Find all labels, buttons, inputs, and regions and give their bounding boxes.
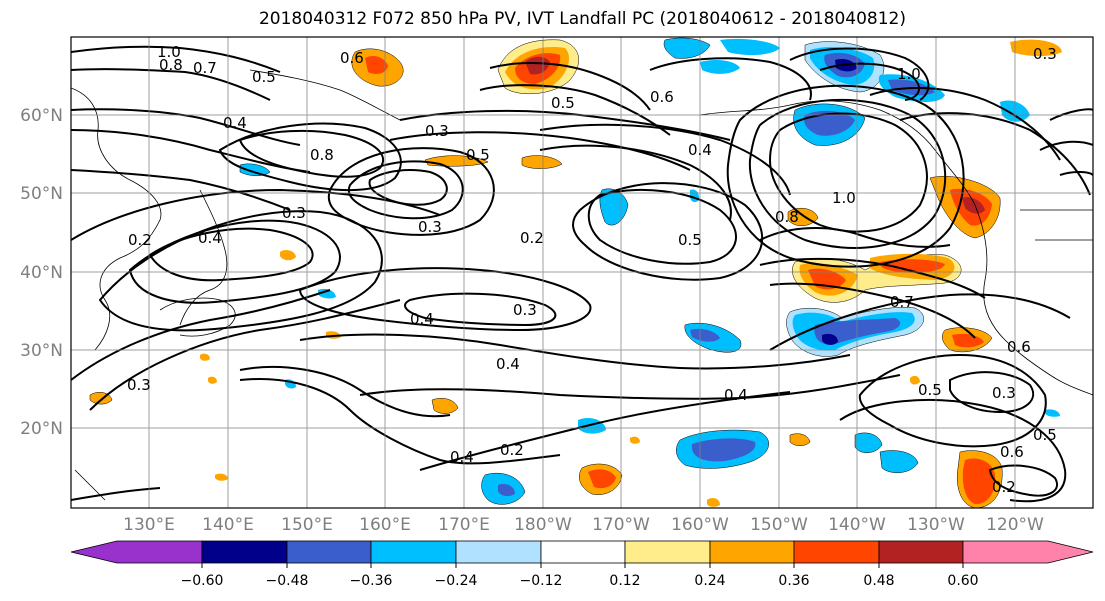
colorbar-segment: [709, 540, 795, 564]
lon-label-180w: 180°W: [514, 515, 572, 535]
contour-label: 0.4: [410, 310, 434, 328]
contour-label: 0.2: [500, 441, 524, 459]
contour-label: 1.0: [157, 43, 181, 61]
pv-contours: [71, 45, 1093, 503]
shaded-pv-field: [89, 37, 1062, 508]
colorbar-tick-label: 0.36: [778, 573, 809, 589]
map-panel: 1.0 0.8 0.7 0.6 0.5 0.4 0.3 0.2 0.5 0.6 …: [70, 36, 1094, 509]
lon-label-170w: 170°W: [592, 515, 650, 535]
contour-label: 0.2: [520, 229, 544, 247]
contour-label: 0.7: [890, 293, 914, 311]
colorbar-tick-label: 0.24: [694, 573, 725, 589]
lat-label-50n: 50°N: [20, 184, 63, 204]
contour-label: 0.5: [466, 146, 490, 164]
contour-label: 0.2: [128, 231, 152, 249]
contour-label: 0.4: [496, 355, 520, 373]
colorbar-tick-label: −0.36: [350, 573, 393, 589]
colorbar-segment: [286, 540, 372, 564]
colorbar-segment: [878, 540, 964, 564]
lon-label-170e: 170°E: [438, 515, 490, 535]
lon-label-130e: 130°E: [123, 515, 175, 535]
lon-label-150w: 150°W: [750, 515, 808, 535]
contour-label: 0.3: [282, 204, 306, 222]
lat-label-30n: 30°N: [20, 341, 63, 361]
contour-label: 0.4: [198, 229, 222, 247]
contour-label: 0.4: [688, 141, 712, 159]
contour-label: 0.8: [310, 146, 334, 164]
negative-anomaly-region: [239, 37, 1060, 505]
contour-label: 0.2: [992, 478, 1016, 496]
contour-label: 0.5: [1033, 426, 1057, 444]
lat-label-40n: 40°N: [20, 263, 63, 283]
contour-label: 0.8: [159, 56, 183, 74]
gridlines: [71, 37, 1093, 508]
colorbar-tick-label: −0.24: [435, 573, 478, 589]
contour-label: 0.3: [992, 384, 1016, 402]
colorbar-tick-label: 0.12: [609, 573, 640, 589]
colorbar-segment: [201, 540, 288, 564]
colorbar-segment: [540, 540, 626, 564]
lon-label-120w: 120°W: [986, 515, 1044, 535]
contour-label-group: 1.0 0.8 0.7 0.6 0.5 0.4 0.3 0.2 0.5 0.6 …: [127, 43, 1057, 496]
contour-label: 0.4: [724, 386, 748, 404]
colorbar-ticks: [201, 563, 964, 568]
lon-label-160e: 160°E: [359, 515, 411, 535]
longitude-labels: 130°E 140°E 150°E 160°E 170°E 180°W 170°…: [123, 515, 1044, 535]
lon-label-140e: 140°E: [202, 515, 254, 535]
contour-label: 0.5: [252, 68, 276, 86]
colorbar-segment: [624, 540, 711, 564]
contour-label: 0.6: [1007, 338, 1031, 356]
positive-anomaly-region: [89, 39, 1062, 508]
lat-label-20n: 20°N: [20, 419, 63, 439]
contour-label: 1.0: [897, 65, 921, 83]
lon-label-140w: 140°W: [828, 515, 886, 535]
contour-label: 0.6: [1000, 443, 1024, 461]
contour-label: 0.5: [918, 381, 942, 399]
colorbar-tick-label: −0.12: [520, 573, 563, 589]
colorbar-tick-label: 0.48: [863, 573, 894, 589]
contour-label: 0.3: [1033, 45, 1057, 63]
colorbar-tick-label: 0.60: [947, 573, 978, 589]
contour-label: 0.4: [450, 448, 474, 466]
colorbar: −0.60 −0.48 −0.36 −0.24 −0.12 0.12 0.24 …: [70, 540, 1094, 589]
colorbar-tick-labels: −0.60 −0.48 −0.36 −0.24 −0.12 0.12 0.24 …: [181, 573, 979, 589]
contour-label: 0.6: [650, 88, 674, 106]
lon-label-160w: 160°W: [671, 515, 729, 535]
lon-label-150e: 150°E: [281, 515, 333, 535]
contour-label: 0.5: [678, 231, 702, 249]
contour-label: 0.3: [425, 122, 449, 140]
contour-label: 0.3: [418, 218, 442, 236]
map-title: 2018040312 F072 850 hPa PV, IVT Landfall…: [258, 9, 906, 29]
colorbar-tick-label: −0.60: [181, 573, 224, 589]
lat-label-60n: 60°N: [20, 106, 63, 126]
map-frame: [70, 36, 1094, 509]
contour-label: 1.0: [832, 189, 856, 207]
colorbar-tick-label: −0.48: [266, 573, 309, 589]
colorbar-segment: [70, 540, 203, 564]
contour-label: 0.6: [340, 49, 364, 67]
lon-label-130w: 130°W: [907, 515, 965, 535]
contour-label: 0.3: [127, 376, 151, 394]
contour-label: 0.5: [551, 94, 575, 112]
colorbar-segment: [793, 540, 880, 564]
contour-label: 0.8: [775, 208, 799, 226]
colorbar-segment: [370, 540, 457, 564]
colorbar-segment: [962, 540, 1094, 564]
latitude-labels: 60°N 50°N 40°N 30°N 20°N: [20, 106, 63, 439]
contour-label: 0.7: [193, 59, 217, 77]
colorbar-segment: [455, 540, 542, 564]
contour-label: 0.3: [513, 301, 537, 319]
contour-label: 0.4: [223, 114, 247, 132]
